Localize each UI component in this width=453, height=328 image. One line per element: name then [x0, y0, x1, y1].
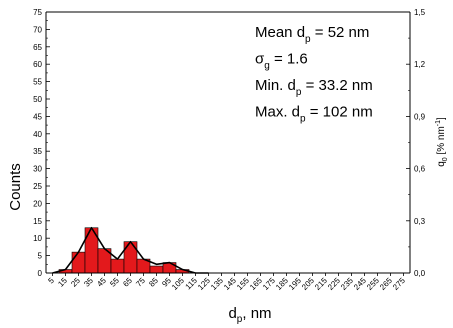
distribution-line: [52, 226, 209, 274]
right-y-tick-label: 1,2: [414, 60, 426, 69]
x-axis-title: dp, nm: [228, 305, 271, 325]
right-axis-title: q0 [% nm-1]: [435, 117, 449, 167]
y-tick-label: 10: [33, 234, 42, 243]
x-tick-label: 85: [147, 276, 160, 289]
y-tick-label: 35: [33, 147, 42, 156]
stat-line: σg = 1.6: [255, 51, 308, 72]
right-y-tick-label: 0,3: [414, 217, 426, 226]
y-tick-label: 45: [33, 112, 42, 121]
y-tick-label: 20: [33, 199, 42, 208]
y-tick-label: 60: [33, 60, 42, 69]
line-layer: [52, 226, 209, 274]
x-tick-label: 25: [69, 276, 82, 289]
x-tick-label: 275: [391, 276, 407, 292]
y-axis-title: Counts: [7, 163, 24, 211]
bar: [110, 258, 125, 274]
y-tick-label: 0: [38, 269, 43, 278]
x-tick-label: 35: [82, 276, 95, 289]
stats-box: Mean dp = 52 nm σg = 1.6 Min. dp = 33.2 nm…: [255, 24, 373, 125]
bar: [71, 251, 86, 274]
x-tick-label: 5: [46, 276, 56, 286]
y-tick-label: 70: [33, 25, 42, 34]
stat-line: Max. dp = 102 nm: [255, 104, 373, 125]
y-tick-label: 40: [33, 130, 42, 139]
y-tick-label: 50: [33, 95, 42, 104]
x-tick-label: 65: [121, 276, 134, 289]
stat-line: Min. dp = 33.2 nm: [255, 77, 373, 98]
y-tick-label: 65: [33, 43, 42, 52]
right-y-tick-label: 0,6: [414, 165, 426, 174]
y-tick-label: 75: [33, 8, 42, 17]
axes-layer: [45, 11, 411, 274]
y-tick-label: 25: [33, 182, 42, 191]
x-tick-label: 15: [56, 276, 69, 289]
right-y-tick-label: 0,0: [414, 269, 426, 278]
bar: [123, 241, 138, 274]
x-tick-label: 55: [108, 276, 121, 289]
right-y-tick-label: 1,5: [414, 8, 426, 17]
x-tick-label: 45: [95, 276, 108, 289]
y-tick-label: 30: [33, 165, 42, 174]
right-y-tick-label: 0,9: [414, 112, 426, 121]
bar: [149, 265, 164, 274]
y-tick-label: 15: [33, 217, 42, 226]
y-tick-label: 5: [38, 252, 43, 261]
x-tick-label: 75: [134, 276, 147, 289]
stat-line: Mean dp = 52 nm: [255, 24, 369, 45]
y-tick-label: 55: [33, 78, 42, 87]
